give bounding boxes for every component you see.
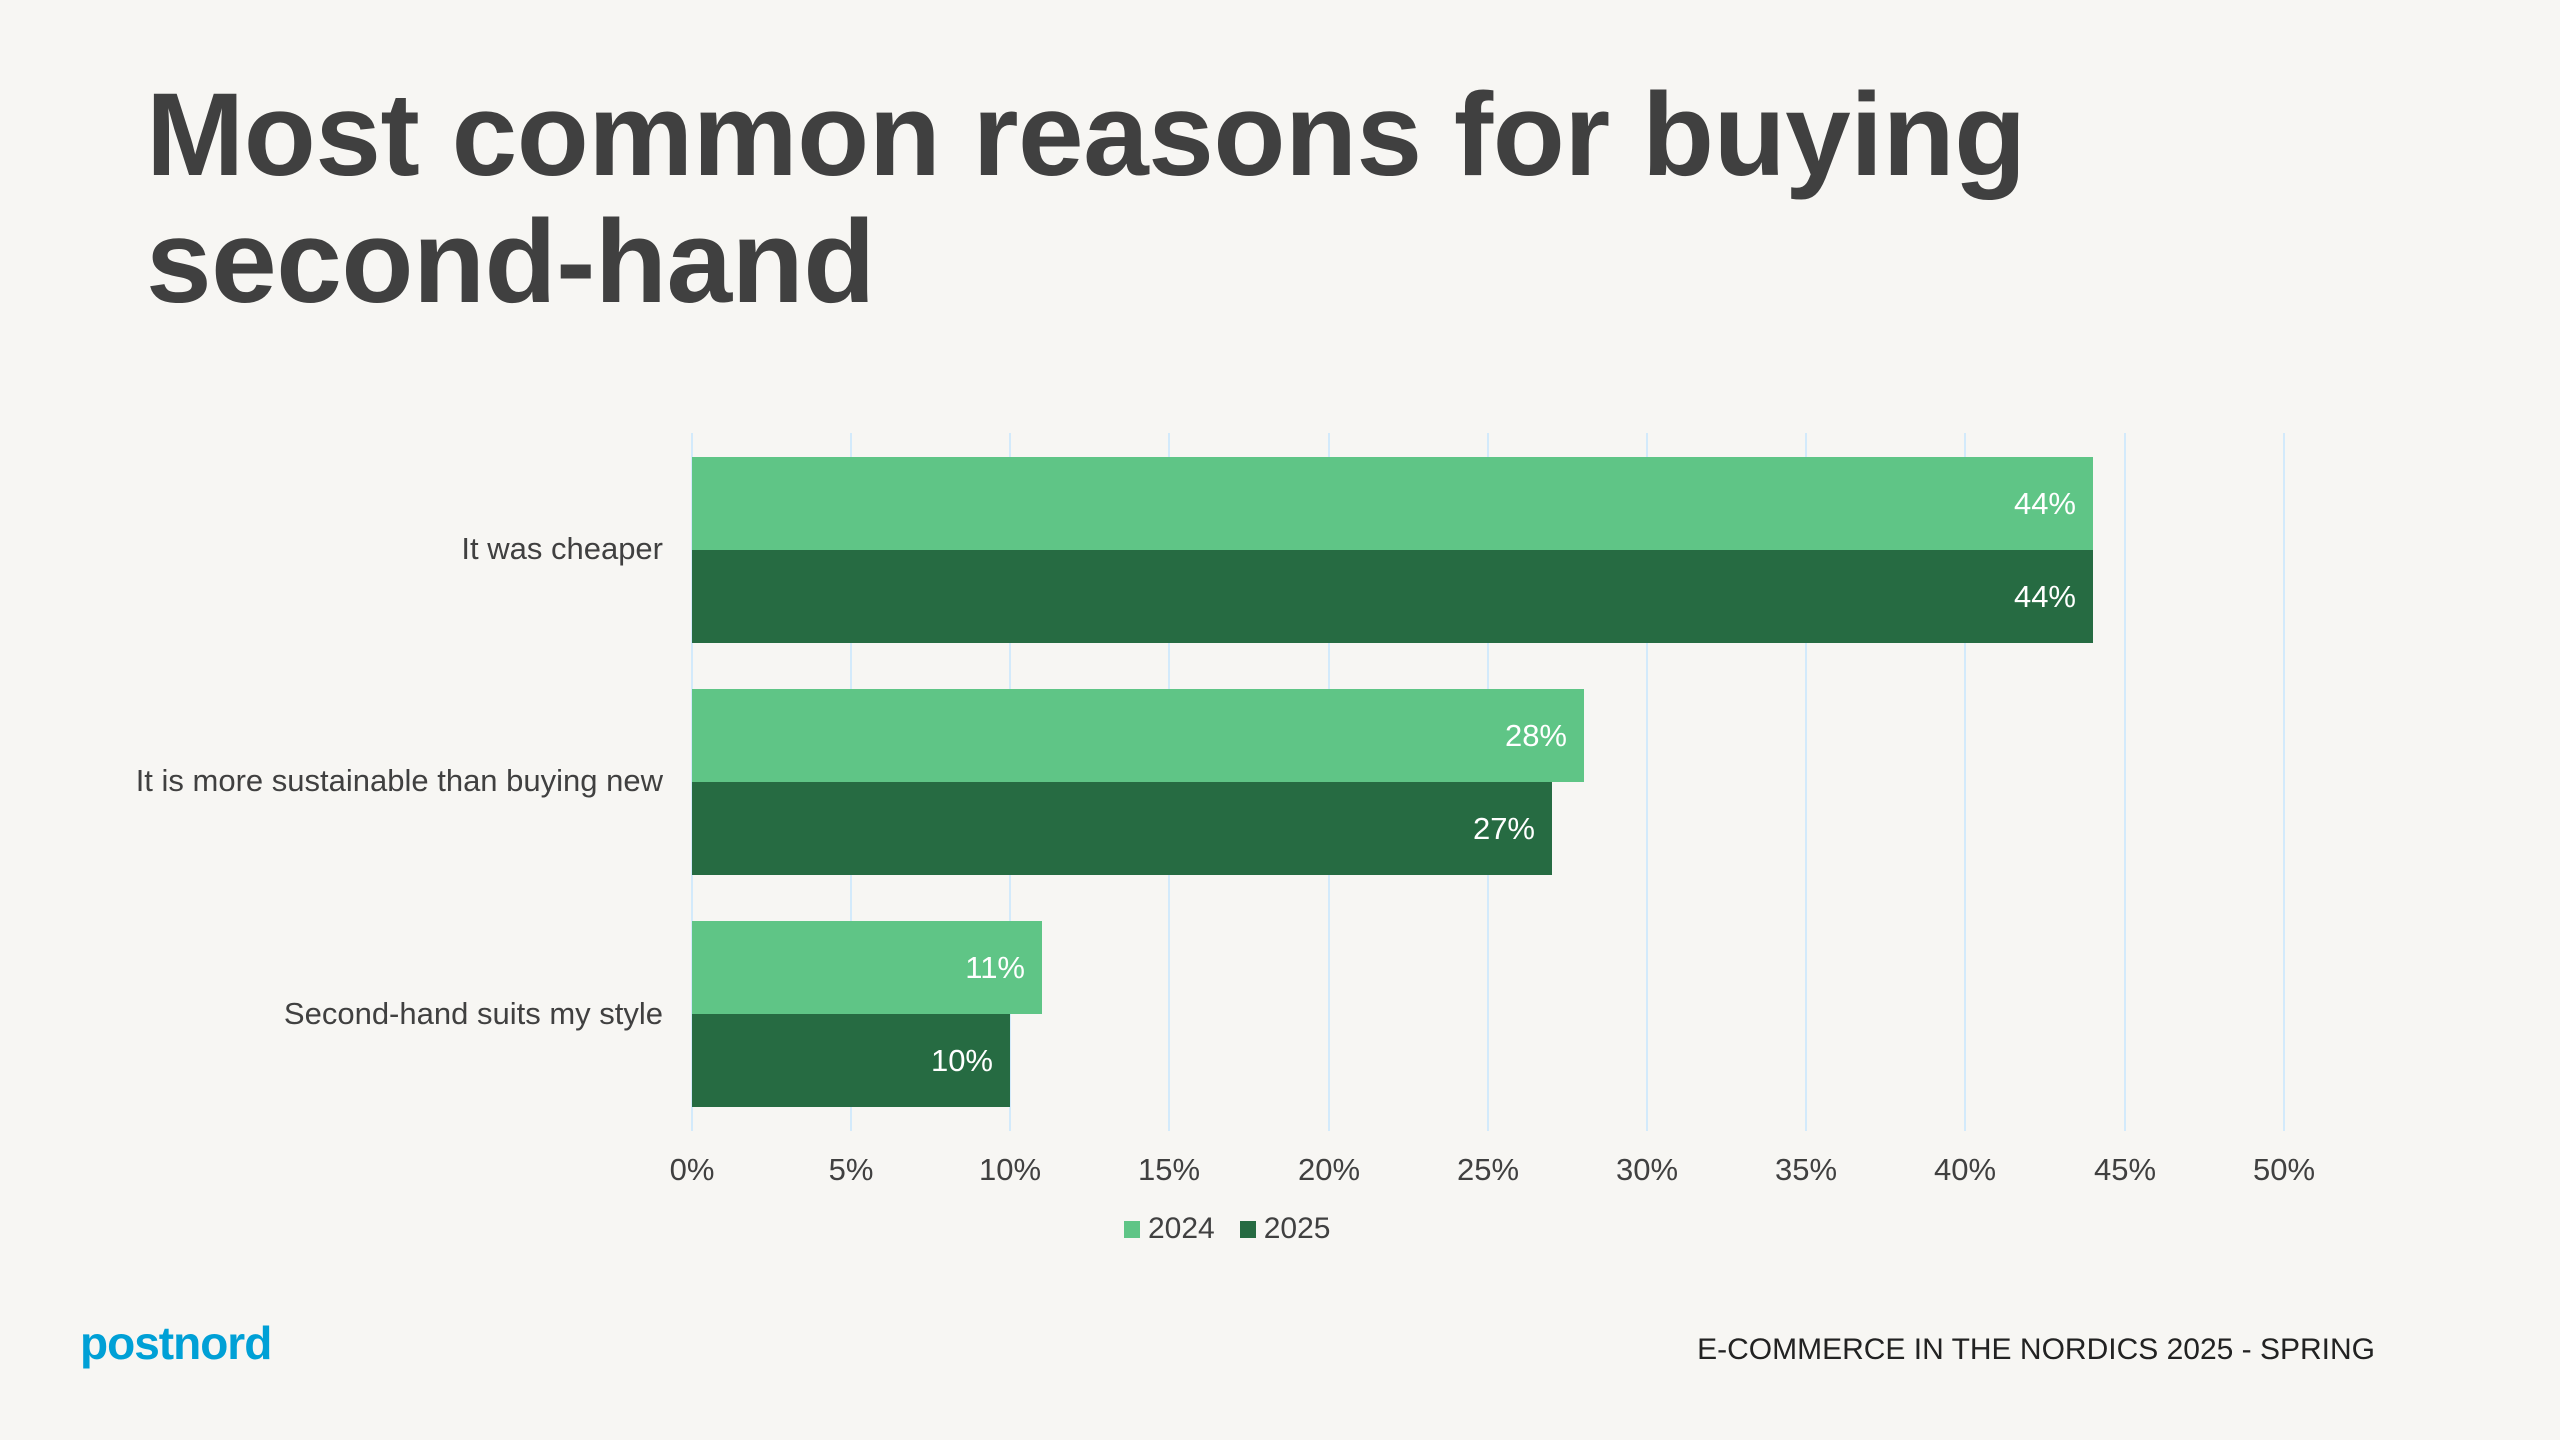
legend-swatch-2024 [1124, 1220, 1140, 1238]
x-tick-label: 10% [978, 1152, 1042, 1187]
postnord-logo: postnord [80, 1317, 272, 1369]
bar-2024-cheaper: 44% [692, 457, 2093, 550]
legend-label: 2024 [1148, 1212, 1215, 1245]
bar-value-label: 44% [2013, 486, 2076, 521]
bar-2024-sustainable: 28% [692, 689, 1584, 782]
x-tick-label: 30% [1615, 1152, 1679, 1187]
slide-title: Most common reasons for buying second-ha… [146, 72, 2026, 326]
footer-report-title: E-COMMERCE IN THE NORDICS 2025 - SPRING [1697, 1333, 2375, 1366]
x-tick-label: 25% [1456, 1152, 1520, 1187]
slide-title-line-1: Most common reasons for buying [146, 69, 2026, 201]
category-label: It was cheaper [461, 531, 663, 566]
bar-2025-style: 10% [692, 1014, 1010, 1107]
category-label: Second-hand suits my style [283, 996, 663, 1031]
x-tick-label: 45% [2093, 1152, 2157, 1187]
legend-item-2024: 2024 [1124, 1211, 1215, 1247]
chart-legend: 2024 2025 [1124, 1209, 1356, 1249]
gridline-30 [1646, 433, 1648, 1131]
x-tick-label: 35% [1774, 1152, 1838, 1187]
bar-value-label: 28% [1504, 718, 1567, 753]
x-tick-label: 0% [669, 1152, 715, 1187]
x-tick-label: 50% [2252, 1152, 2316, 1187]
bar-2025-cheaper: 44% [692, 550, 2093, 643]
slide-title-line-2: second-hand [146, 196, 875, 328]
bar-value-label: 44% [2013, 579, 2076, 614]
gridline-35 [1805, 433, 1807, 1131]
bar-2025-sustainable: 27% [692, 782, 1552, 875]
bar-value-label: 10% [930, 1043, 993, 1078]
bar-value-label: 11% [965, 950, 1025, 985]
x-tick-label: 5% [828, 1152, 874, 1187]
bar-value-label: 27% [1472, 811, 1535, 846]
x-tick-label: 40% [1933, 1152, 1997, 1187]
legend-label: 2025 [1263, 1212, 1331, 1245]
x-tick-label: 15% [1137, 1152, 1201, 1187]
bar-2024-style: 11% [692, 921, 1042, 1014]
category-label: It is more sustainable than buying new [135, 763, 663, 798]
gridline-45 [2124, 433, 2126, 1131]
gridline-50 [2283, 433, 2285, 1131]
legend-swatch-2025 [1239, 1220, 1256, 1238]
legend-item-2025: 2025 [1239, 1211, 1331, 1247]
gridline-40 [1964, 433, 1966, 1131]
x-tick-label: 20% [1297, 1152, 1361, 1187]
